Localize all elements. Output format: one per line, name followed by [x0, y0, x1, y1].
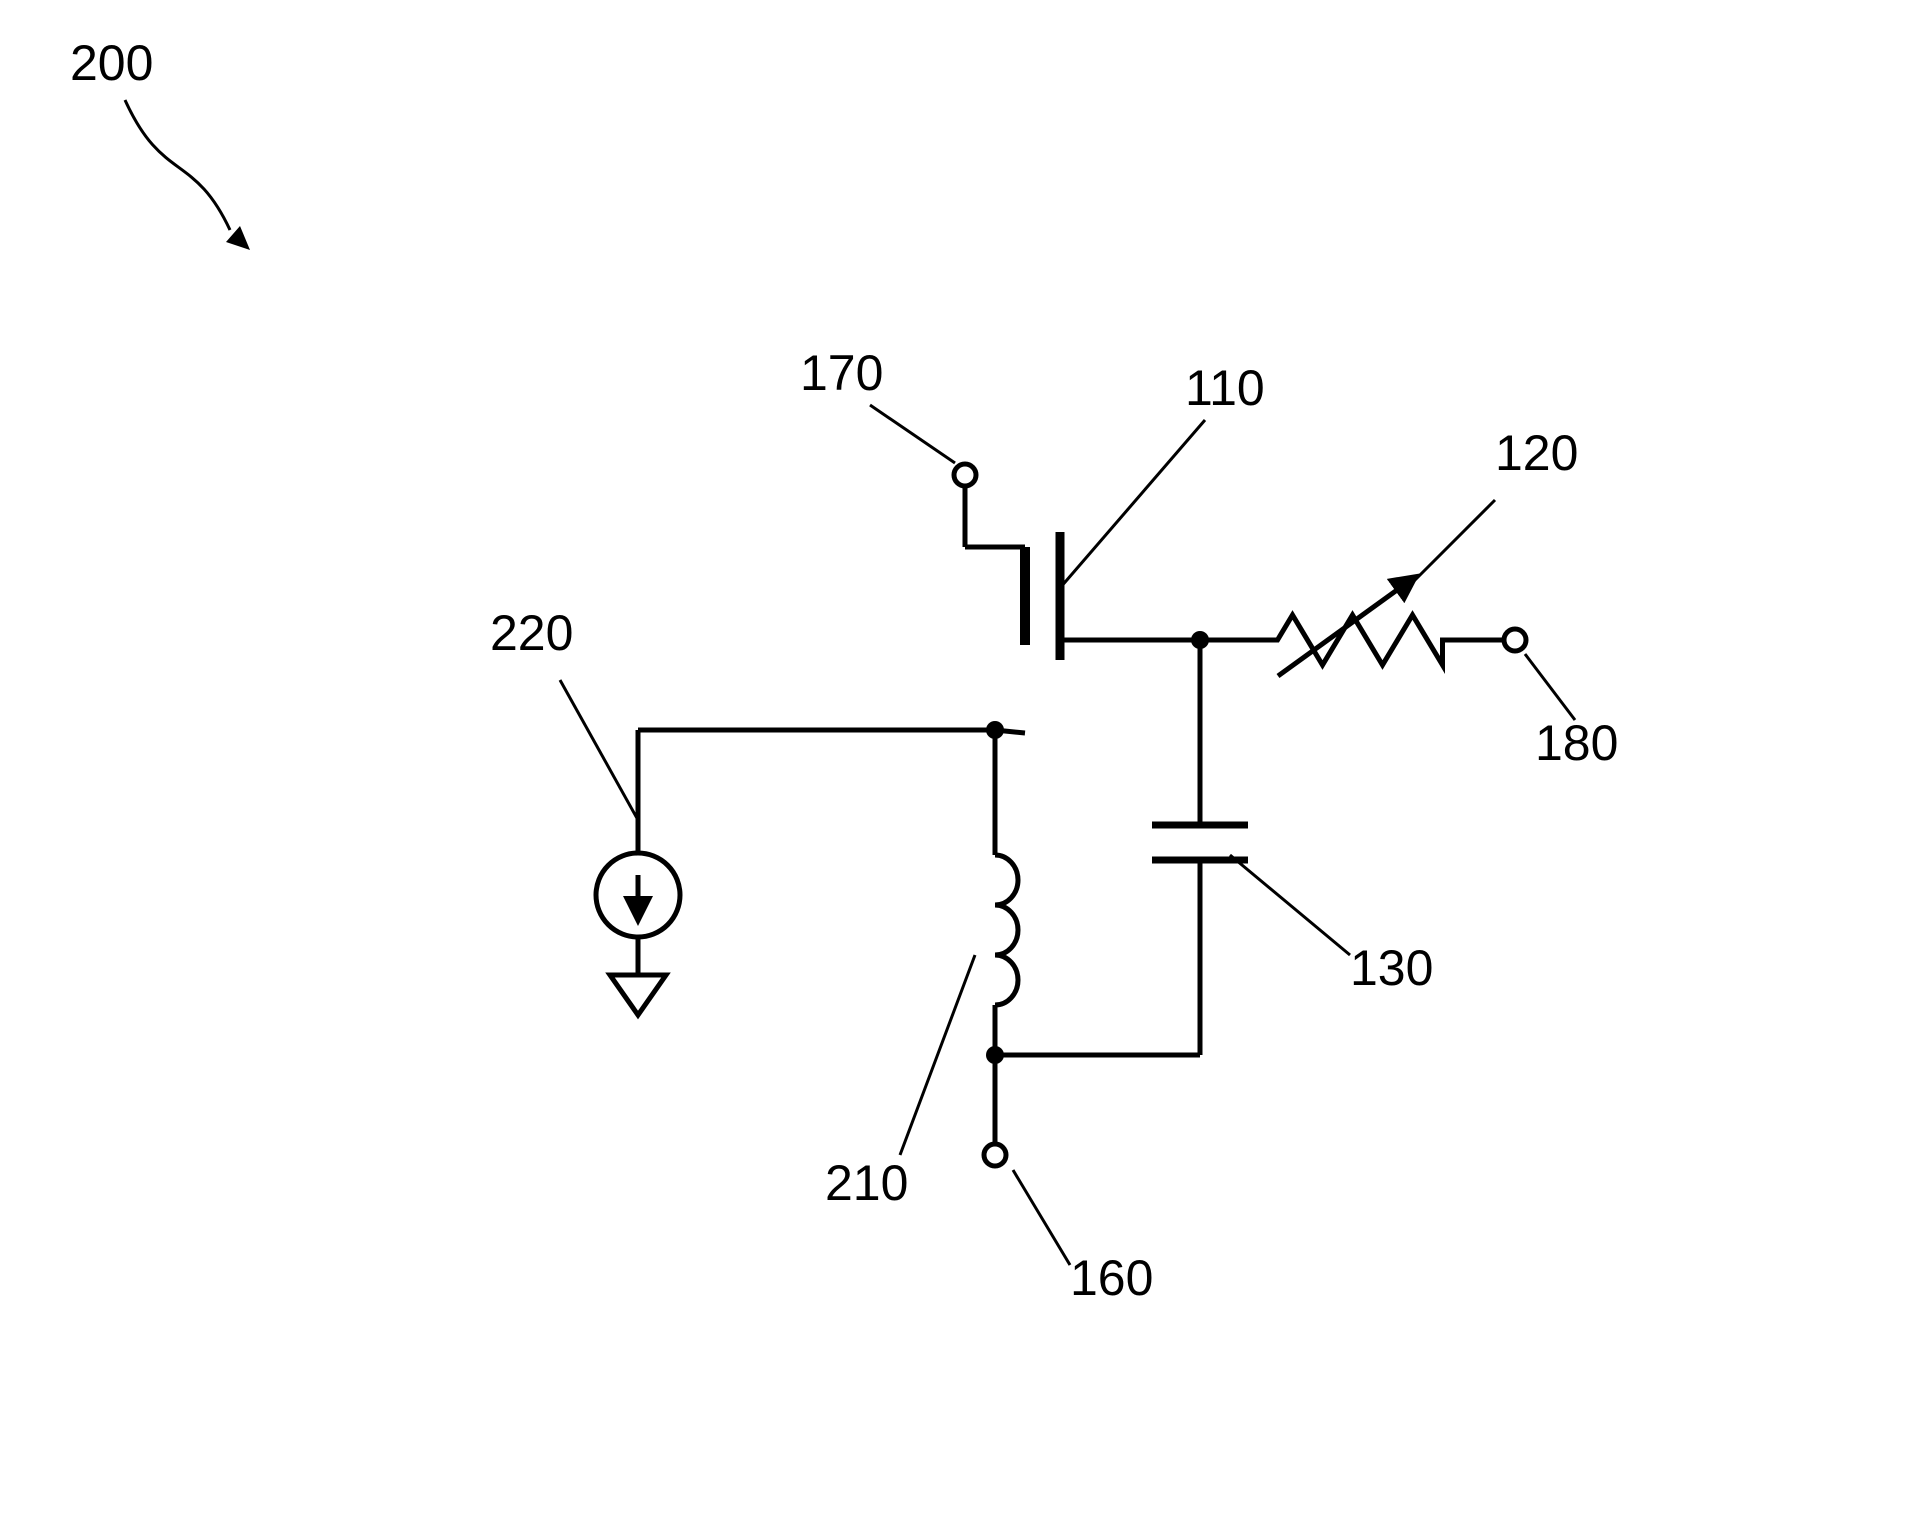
label-text-l110: 110 [1185, 360, 1265, 416]
label-l170: 170 [800, 345, 955, 463]
label-l210: 210 [825, 955, 975, 1211]
label-l180: 180 [1525, 654, 1618, 771]
label-text-l220: 220 [490, 605, 573, 661]
terminal-t160 [984, 1144, 1006, 1166]
node-drain [1191, 631, 1209, 649]
node-gate [986, 721, 1004, 739]
label-l130: 130 [1230, 855, 1433, 996]
current-source [596, 853, 680, 1015]
label-text-l160: 160 [1070, 1250, 1153, 1306]
label-l160: 160 [1013, 1170, 1153, 1306]
capacitor [1152, 640, 1248, 1055]
node-bottom [986, 1046, 1004, 1064]
label-text-l130: 130 [1350, 940, 1433, 996]
terminal-t180 [1504, 629, 1526, 651]
label-fig: 200 [70, 35, 250, 250]
terminal-t170 [954, 464, 976, 486]
inductor [995, 855, 1018, 1005]
label-l120: 120 [1405, 425, 1578, 590]
label-text-fig: 200 [70, 35, 153, 91]
transistor-mosfet [1025, 532, 1200, 660]
label-l110: 110 [1060, 360, 1265, 588]
label-text-l210: 210 [825, 1155, 908, 1211]
label-text-l120: 120 [1495, 425, 1578, 481]
label-l220: 220 [490, 605, 638, 820]
label-text-l170: 170 [800, 345, 883, 401]
label-text-l180: 180 [1535, 715, 1618, 771]
variable-resistor [1270, 577, 1450, 676]
